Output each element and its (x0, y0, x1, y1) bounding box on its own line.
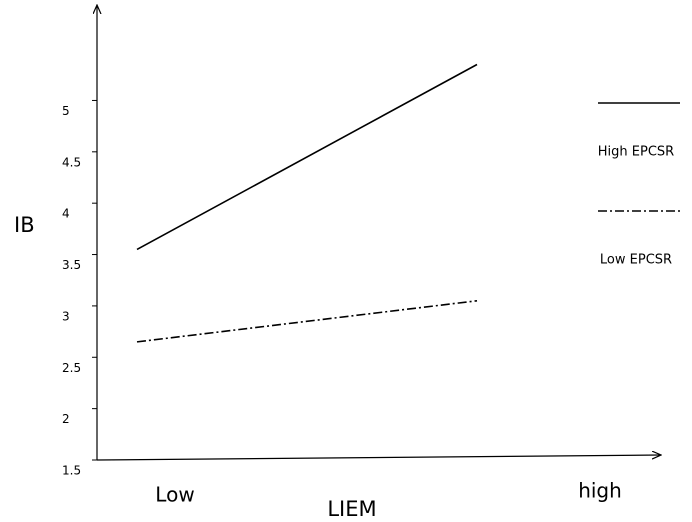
x-tick-label: Low (155, 483, 194, 507)
y-tick-label: 5 (62, 104, 70, 118)
y-tick-label: 4 (62, 207, 70, 221)
series-line (136, 299, 478, 343)
y-tick-label: 4.5 (62, 155, 81, 169)
x-axis (96, 455, 660, 461)
y-tick-label: 1.5 (62, 464, 81, 478)
y-tick-label: 3 (62, 309, 70, 323)
y-axis-label: IB (14, 213, 35, 237)
x-axis-label: LIEM (327, 497, 376, 521)
x-tick-label: high (578, 479, 622, 503)
legend-label: High EPCSR (598, 145, 674, 160)
y-tick-label: 2 (62, 412, 70, 426)
y-tick-label: 3.5 (62, 258, 81, 272)
legend-label: Low EPCSR (600, 253, 672, 268)
series-line (136, 63, 478, 251)
y-tick-label: 2.5 (62, 361, 81, 375)
